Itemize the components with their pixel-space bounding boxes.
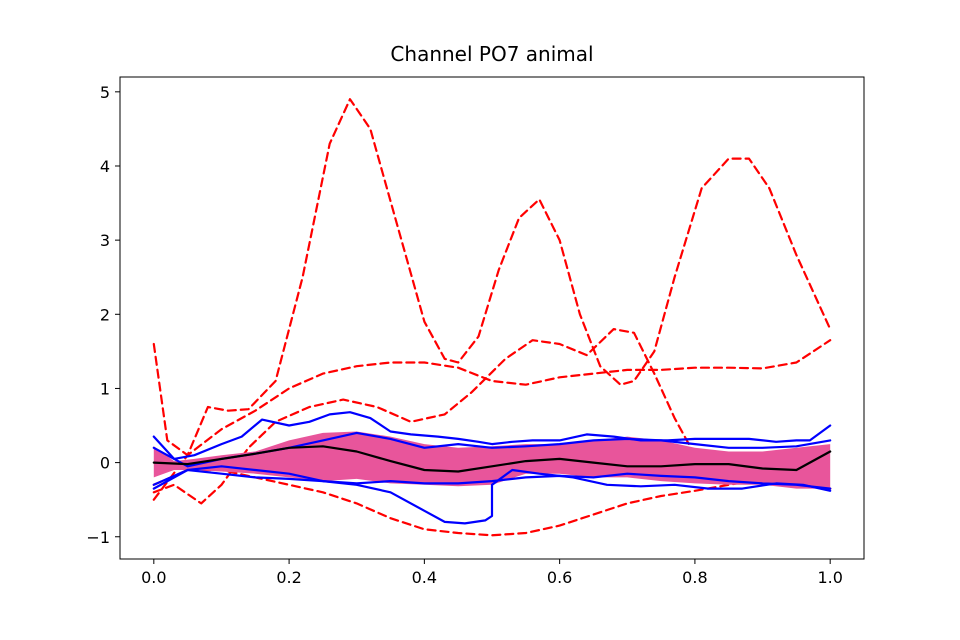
- y-tick-label: 1: [100, 379, 110, 398]
- axes-frame: [119, 76, 865, 560]
- series-line-6: [152, 468, 832, 525]
- x-tick-label: 0.8: [682, 568, 707, 587]
- chart-title: Channel PO7 animal: [390, 42, 593, 66]
- series-line-4: [152, 411, 832, 460]
- y-axis: −1 0 1 2 3 4 5: [86, 83, 120, 547]
- x-tick-label: 0.0: [141, 568, 166, 587]
- y-tick-label: 0: [100, 454, 110, 473]
- x-tick-label: 0.6: [547, 568, 572, 587]
- x-tick-label: 0.2: [276, 568, 301, 587]
- y-tick-label: −1: [86, 528, 110, 547]
- x-tick-label: 1.0: [817, 568, 842, 587]
- x-axis: 0.0 0.2 0.4 0.6 0.8 1.0: [141, 559, 843, 587]
- series-line-3: [152, 468, 832, 537]
- y-tick-label: 3: [100, 231, 110, 250]
- x-tick-label: 0.4: [412, 568, 437, 587]
- series-line-1: [152, 339, 832, 501]
- series-line-7: [152, 465, 832, 490]
- series-line-0: [152, 98, 832, 457]
- y-tick-label: 4: [100, 157, 110, 176]
- y-tick-label: 5: [100, 83, 110, 102]
- plot-area: [152, 98, 832, 537]
- series-line-8: [152, 445, 832, 473]
- y-tick-label: 2: [100, 305, 110, 324]
